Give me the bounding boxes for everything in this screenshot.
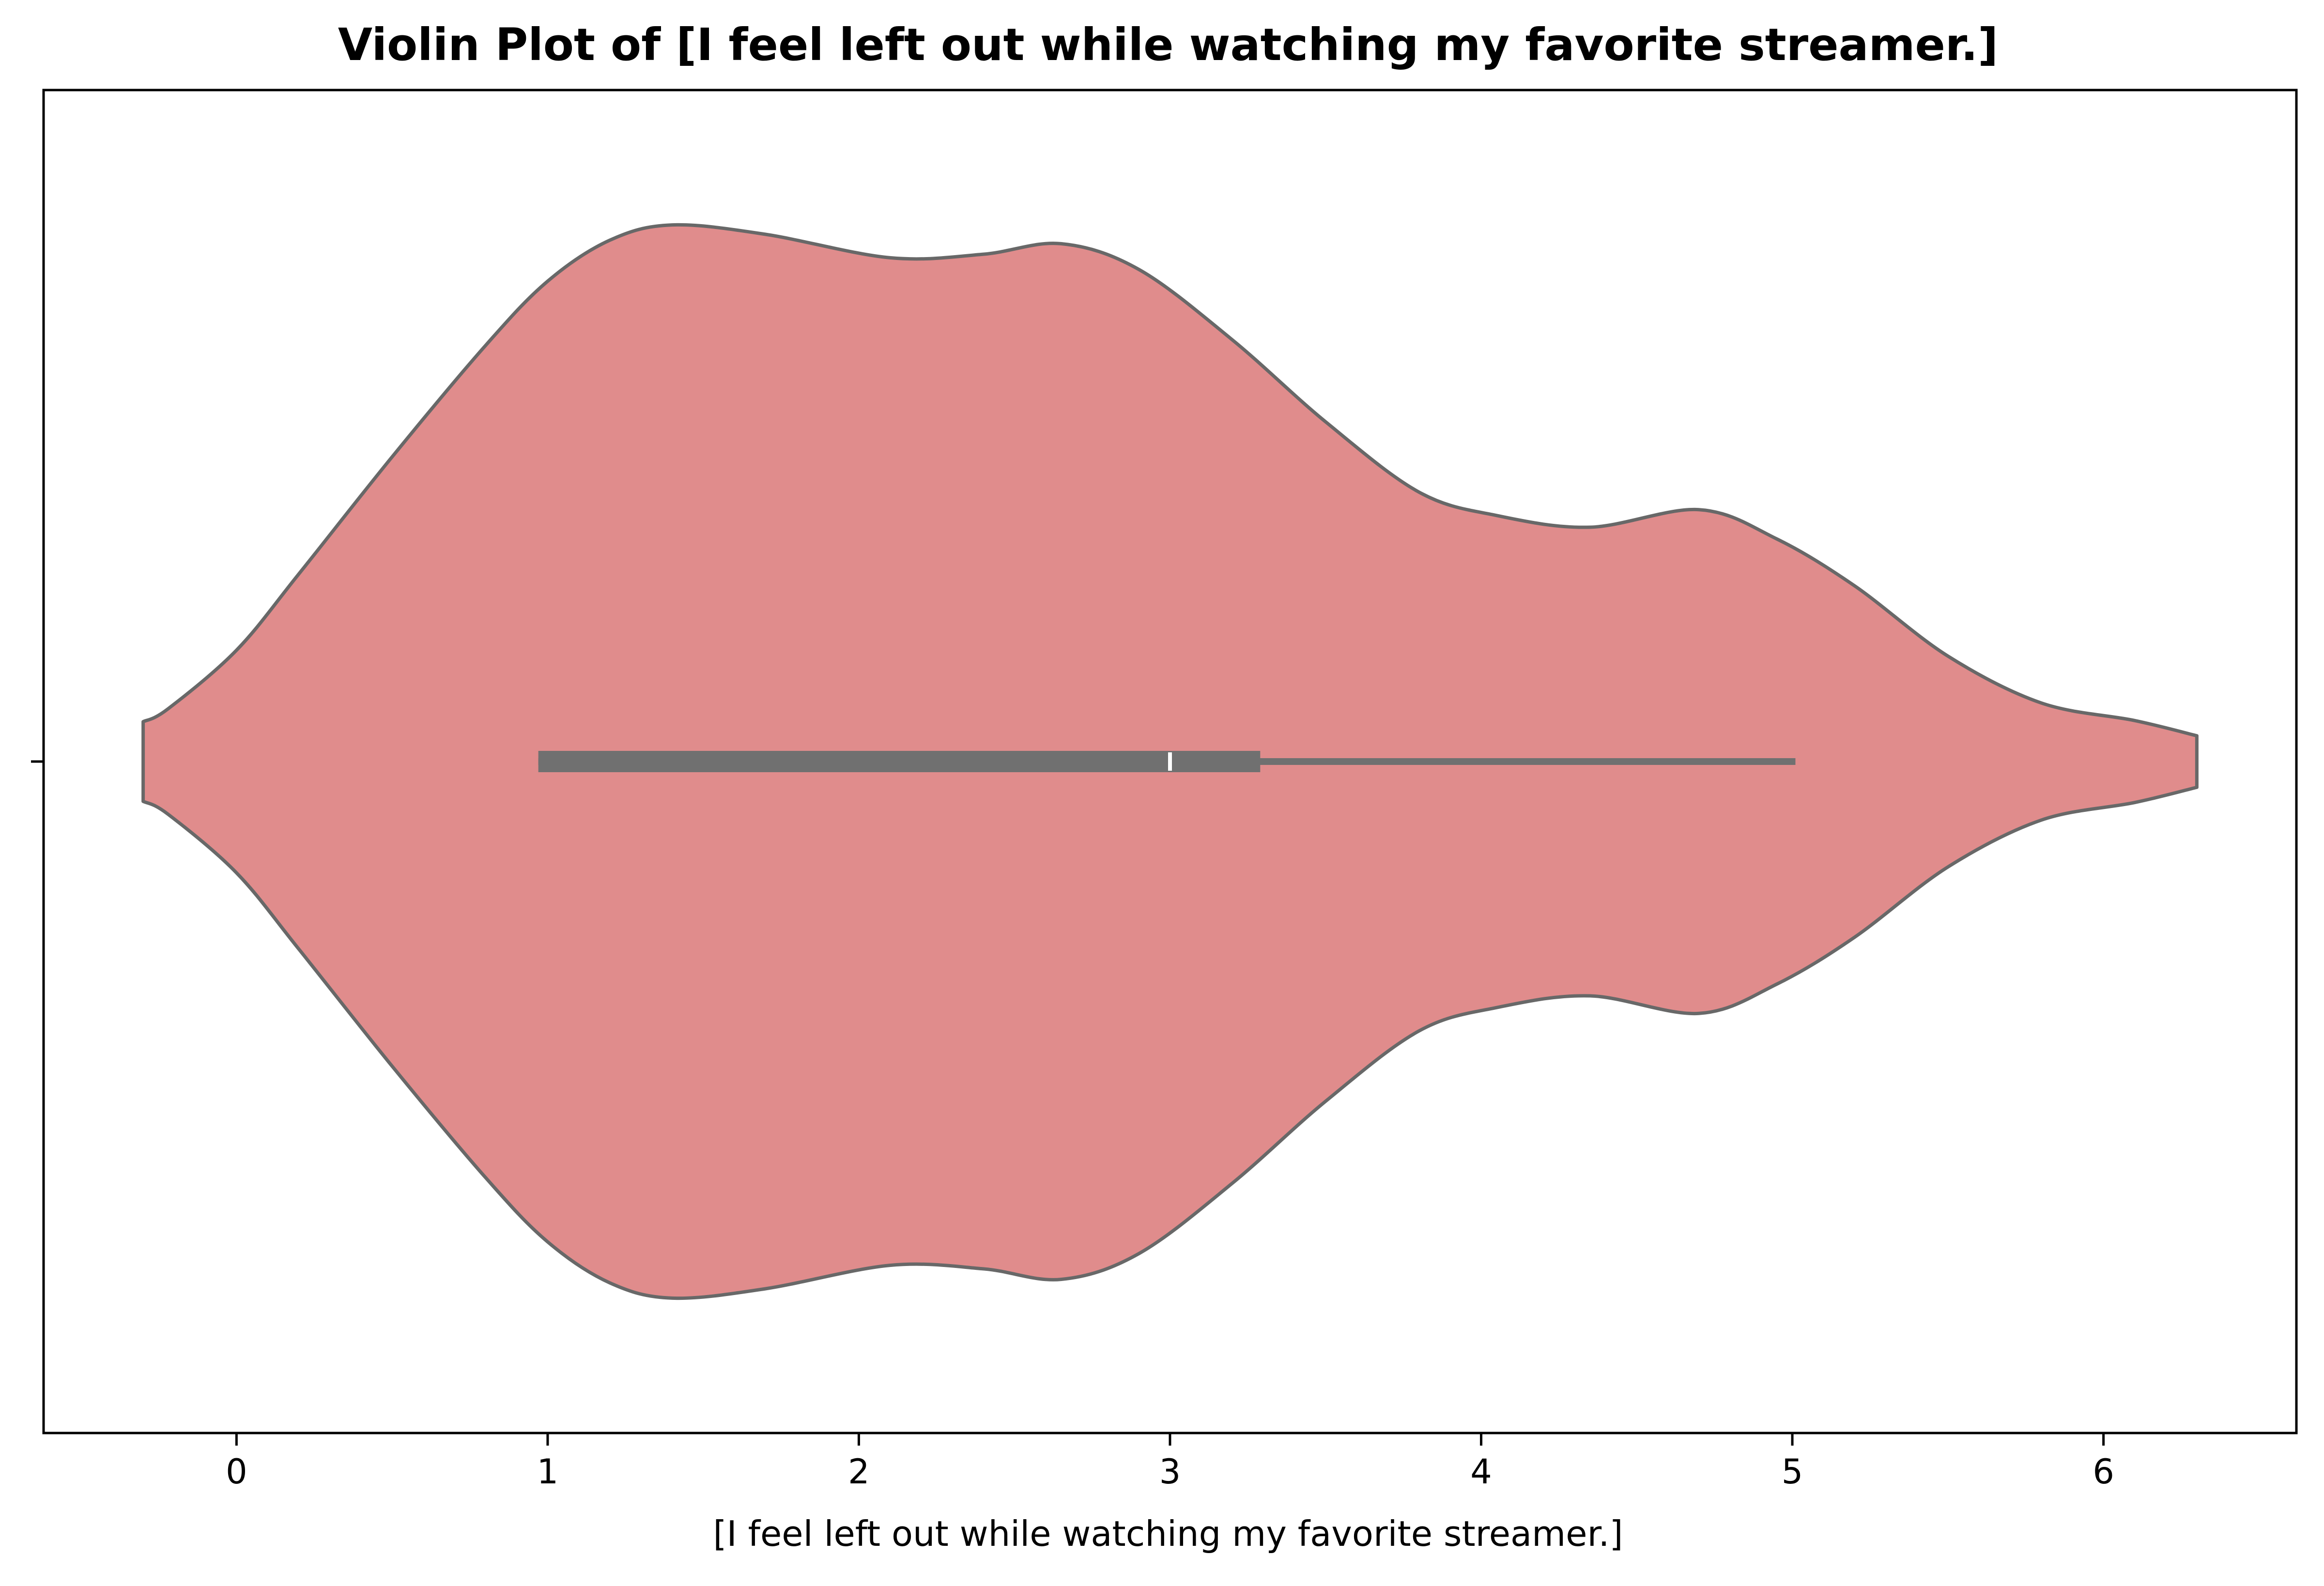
x-tick-label: 1	[537, 1452, 559, 1492]
x-axis-label: [I feel left out while watching my favor…	[713, 1513, 1623, 1554]
x-tick-label: 4	[1470, 1452, 1492, 1492]
iqr-box	[538, 751, 1261, 772]
x-tick-label: 3	[1159, 1452, 1181, 1492]
chart-title: Violin Plot of [I feel left out while wa…	[338, 19, 1998, 71]
x-tick-label: 2	[848, 1452, 870, 1492]
plot-area: 0 1 2 3 4 5 6	[31, 89, 2298, 1492]
x-tick-label: 5	[1782, 1452, 1803, 1492]
x-tick-label: 0	[226, 1452, 247, 1492]
x-tick-label: 6	[2093, 1452, 2114, 1492]
